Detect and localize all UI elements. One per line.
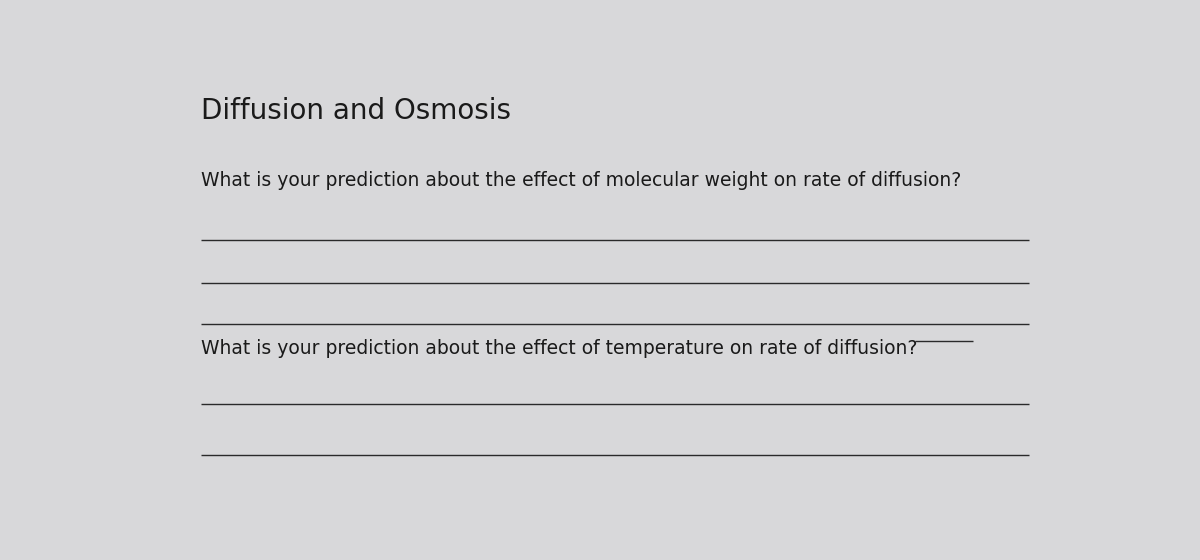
Text: Diffusion and Osmosis: Diffusion and Osmosis bbox=[202, 97, 511, 125]
Text: What is your prediction about the effect of molecular weight on rate of diffusio: What is your prediction about the effect… bbox=[202, 171, 961, 190]
Text: What is your prediction about the effect of temperature on rate of diffusion?: What is your prediction about the effect… bbox=[202, 339, 918, 358]
